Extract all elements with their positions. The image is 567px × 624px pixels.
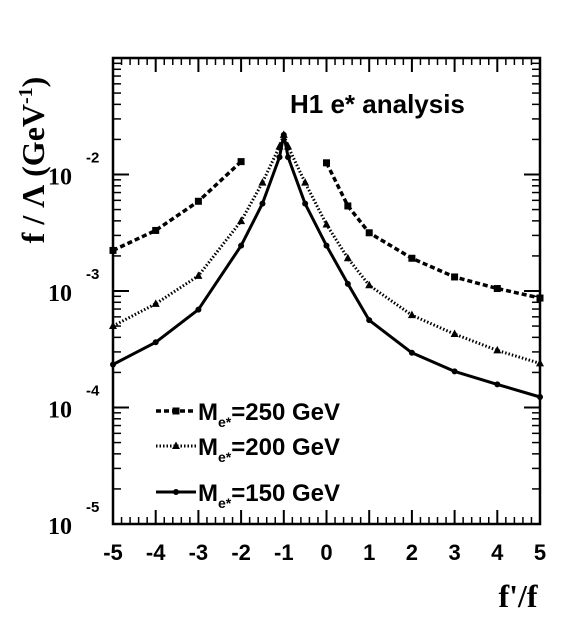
y-tick-exponent: -3: [86, 266, 99, 283]
x-tick-label: 3: [448, 540, 460, 565]
data-point: [343, 253, 352, 262]
legend-marker: [173, 489, 179, 495]
series-150-gev: [110, 131, 543, 401]
data-point: [451, 368, 458, 375]
data-point: [407, 310, 416, 319]
legend-label-main: M: [198, 399, 218, 426]
data-point: [366, 317, 373, 324]
data-point: [258, 178, 267, 186]
data-point: [151, 299, 160, 307]
series-250-gev: [109, 158, 544, 302]
data-point: [302, 200, 309, 207]
y-axis-title: f / Λ (GeV-1): [15, 77, 51, 244]
legend-label-main: M: [198, 480, 218, 507]
data-point: [195, 306, 202, 313]
legend-label: Me*=150 GeV: [198, 480, 340, 511]
legend-marker: [172, 441, 180, 449]
y-tick-label: 10: [48, 165, 72, 191]
x-tick-label: 1: [363, 540, 375, 565]
y-tick-label: 10: [48, 398, 72, 424]
data-point: [237, 158, 245, 166]
data-point: [238, 242, 245, 249]
legend-label-rest: =250 GeV: [231, 399, 340, 426]
legend-label: Me*=250 GeV: [198, 399, 340, 430]
legend-label-subscript: e*: [218, 449, 232, 465]
x-tick-label: -4: [146, 540, 166, 565]
series-200-gev: [109, 130, 544, 367]
data-point: [285, 154, 292, 161]
y-tick-label: 10: [48, 514, 72, 540]
data-point: [451, 273, 459, 281]
y-tick-exponent: -2: [86, 150, 99, 167]
data-point: [152, 226, 160, 234]
data-point: [493, 345, 502, 354]
x-tick-label: -1: [274, 540, 294, 565]
marks-layer: [109, 130, 544, 401]
data-point: [276, 154, 283, 161]
data-point: [323, 159, 330, 167]
series-line: [112, 133, 541, 399]
chart-title: H1 e* analysis: [290, 89, 465, 119]
legend-label-main: M: [198, 434, 218, 461]
y-tick-exponent: -5: [86, 499, 99, 516]
data-point: [494, 381, 501, 388]
x-tick-label: 4: [491, 540, 504, 565]
x-tick-label: 0: [320, 540, 332, 565]
data-point: [344, 280, 351, 287]
legend-label-subscript: e*: [218, 414, 232, 430]
data-point: [365, 229, 373, 237]
data-point: [152, 339, 159, 346]
data-point: [237, 216, 246, 225]
legend-marker: [172, 407, 180, 415]
x-tick-label: 2: [406, 540, 418, 565]
data-point: [365, 280, 374, 289]
x-tick-label: -2: [231, 540, 251, 565]
data-point: [344, 202, 352, 210]
data-point: [322, 220, 331, 228]
data-point: [301, 178, 310, 186]
series-line: [112, 160, 243, 252]
data-point: [408, 254, 416, 262]
y-tick-label: 10: [48, 281, 72, 307]
y-axis-title-exponent: -1: [15, 87, 37, 104]
data-point: [323, 242, 330, 249]
data-point: [280, 131, 287, 138]
y-axis-title-close: ): [15, 77, 51, 88]
legend-label-subscript: e*: [218, 495, 232, 511]
data-point: [408, 349, 415, 356]
legend-label: Me*=200 GeV: [198, 434, 340, 465]
series-line: [112, 133, 541, 365]
data-point: [194, 197, 202, 205]
data-point: [259, 200, 266, 207]
legend-label-rest: =150 GeV: [231, 480, 340, 507]
data-point: [194, 271, 203, 279]
data-point: [450, 329, 459, 338]
series-line: [324, 162, 541, 300]
x-axis-title: f'/f: [498, 578, 537, 614]
data-point: [493, 285, 501, 293]
y-tick-exponent: -4: [86, 383, 100, 400]
legend-label-rest: =200 GeV: [231, 434, 340, 461]
x-tick-label: -3: [189, 540, 209, 565]
x-tick-label: -5: [103, 540, 123, 565]
x-tick-label: 5: [534, 540, 546, 565]
ticks-layer: -5 -4 -3 -2 -1 0 1 2 3 4 5 10 -5 10 -4 10 -3 10 -2: [48, 57, 546, 565]
